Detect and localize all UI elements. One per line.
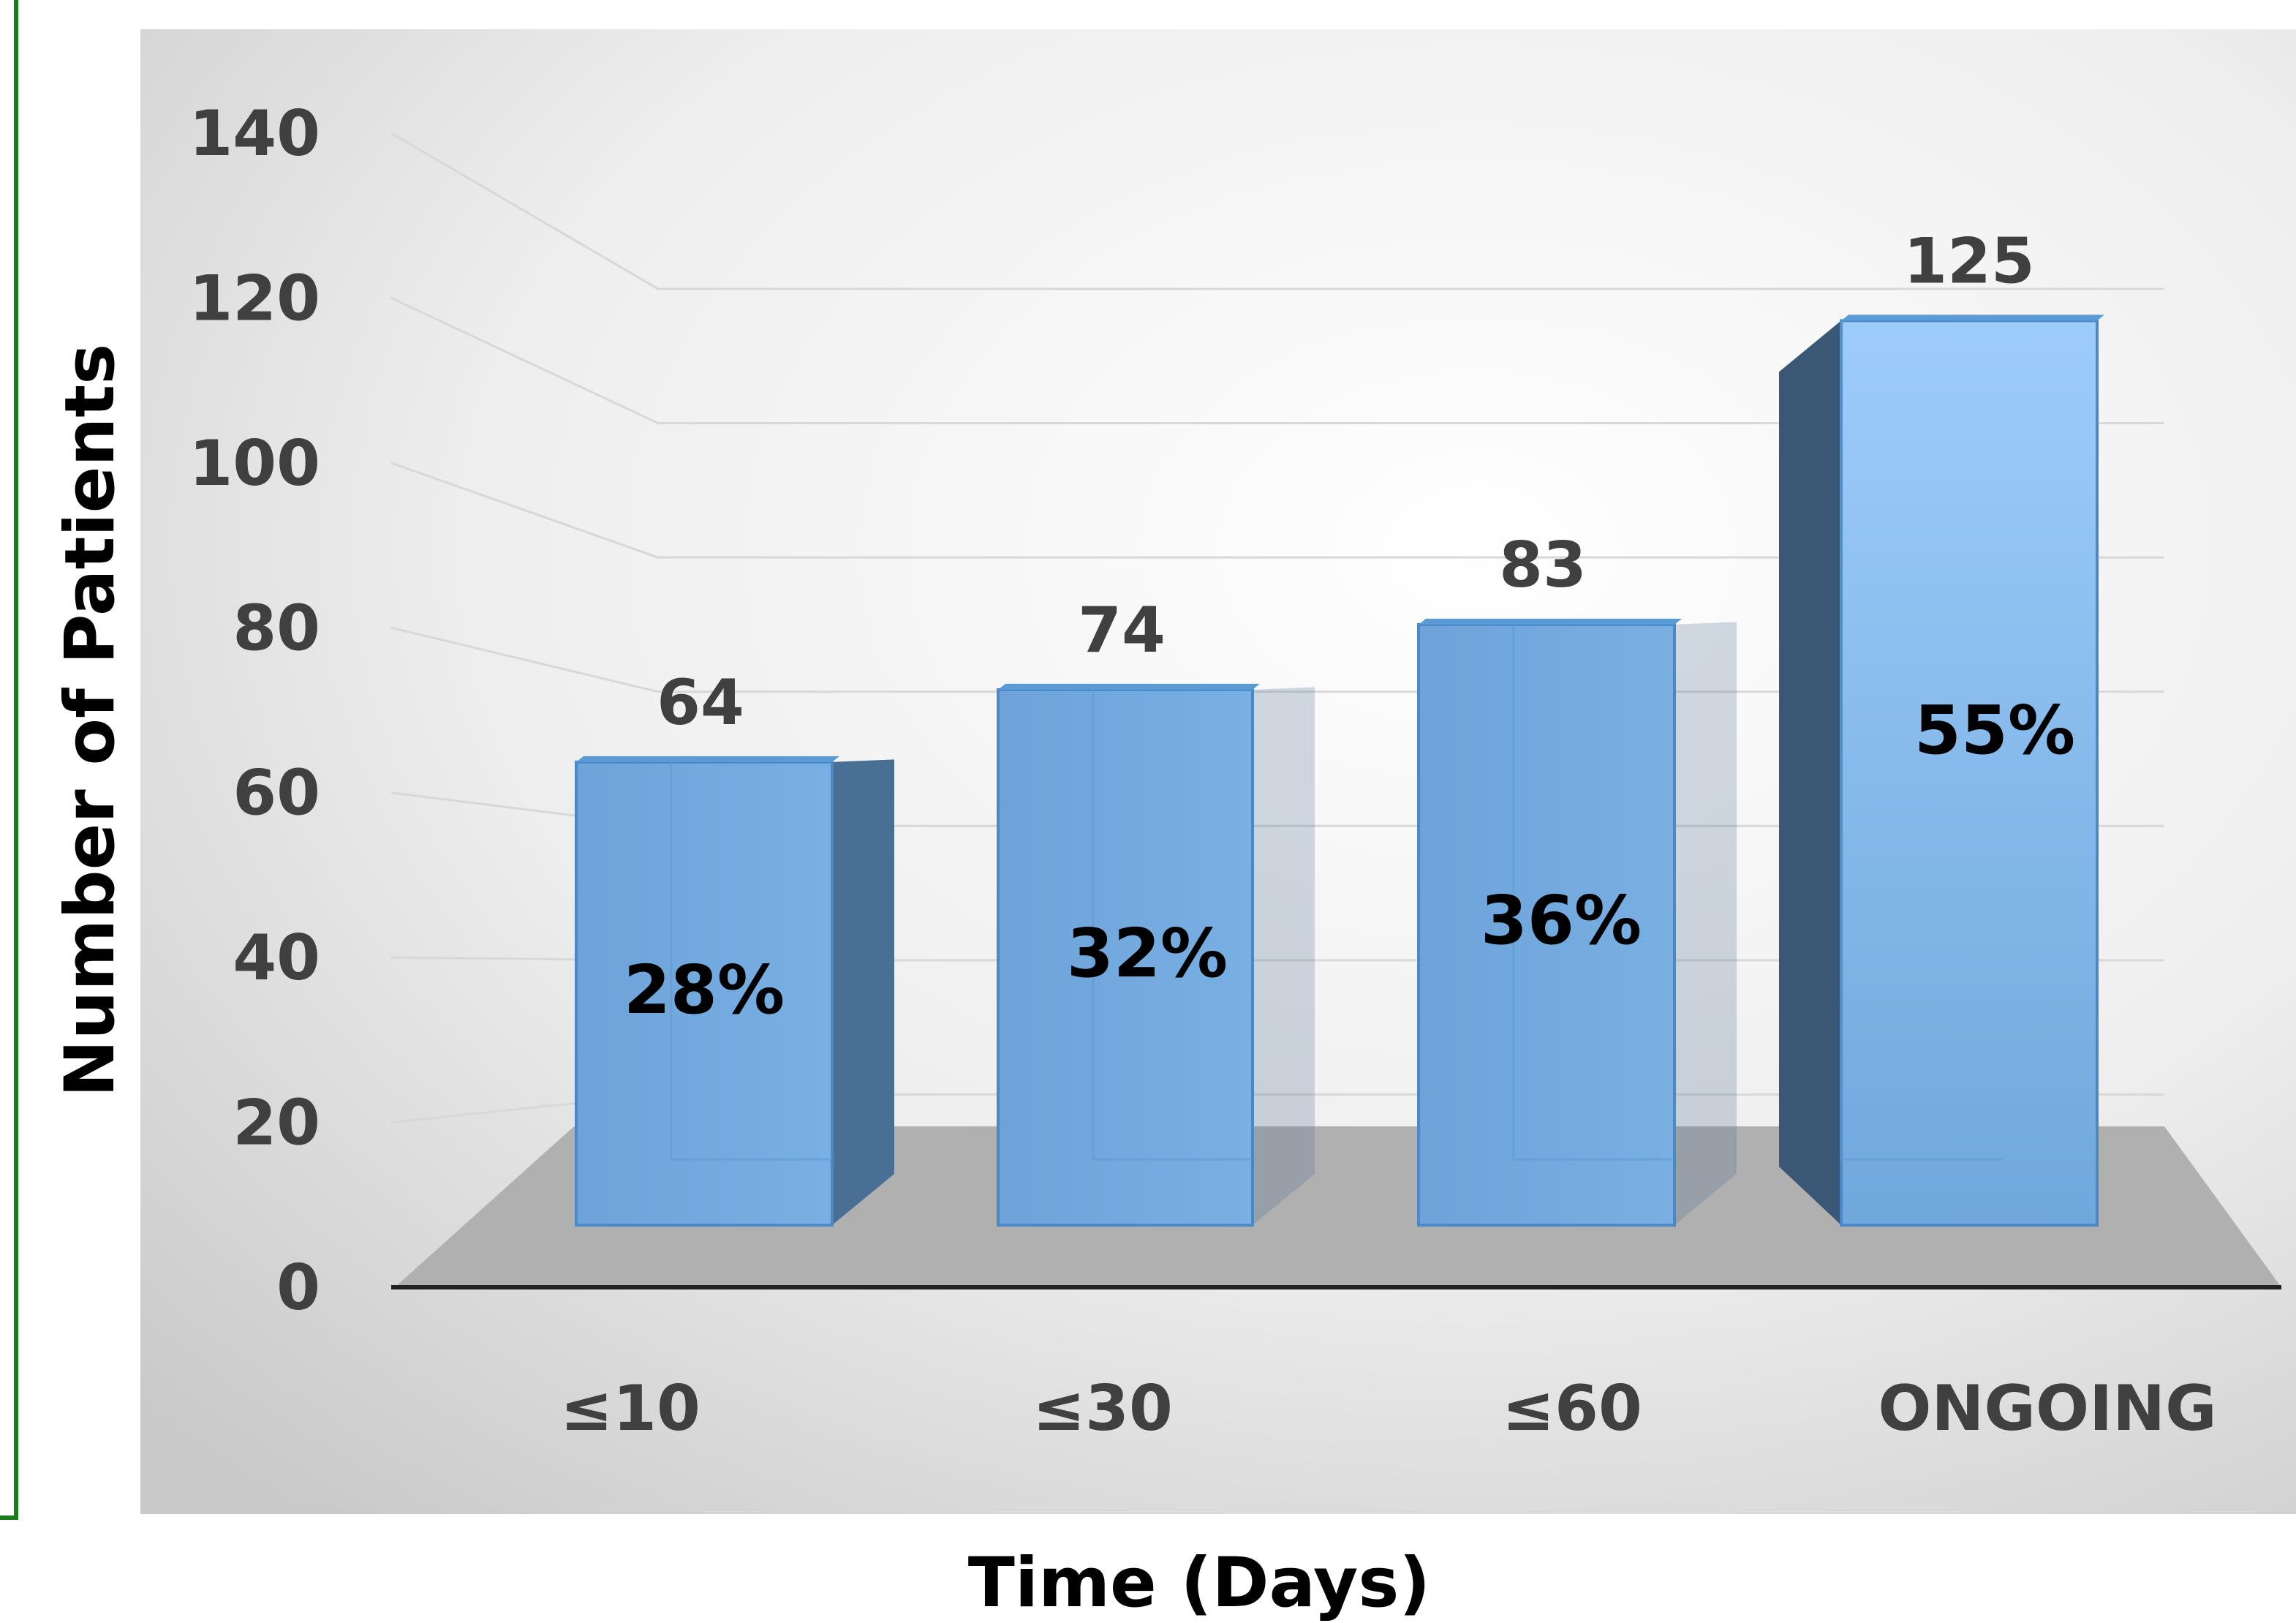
y-tick-label: 60 (233, 757, 320, 830)
y-tick-label: 80 (233, 592, 320, 665)
bar-edge (1840, 320, 2002, 1161)
y-tick-label: 120 (189, 262, 320, 335)
gridline (390, 132, 2164, 290)
y-tick-label: 0 (276, 1251, 320, 1325)
bar-side (1674, 622, 1737, 1225)
x-axis-title: Time (Days) (968, 1543, 1430, 1623)
bar-side (832, 759, 894, 1225)
bar: 74 32% (997, 594, 1315, 1227)
percent-label: 36% (1481, 881, 1642, 960)
y-tick-label: 140 (189, 97, 320, 170)
x-tick-label: ≤10 (560, 1372, 700, 1445)
bar-edge (1512, 624, 1674, 1161)
bar-front (1840, 319, 2099, 1227)
x-tick-label: ONGOING (1878, 1372, 2216, 1445)
percent-label: 28% (624, 951, 785, 1029)
bar-side (1253, 687, 1315, 1225)
value-label: 74 (1078, 594, 1166, 667)
bars: 64 28% 74 32% 83 36% 125 55% (575, 225, 2104, 1227)
bar: 83 36% (1417, 529, 1737, 1227)
bar-top (576, 756, 839, 762)
bar-side (1779, 320, 1841, 1226)
percent-label: 55% (1914, 691, 2075, 769)
bar-edge (1092, 689, 1253, 1161)
bar-front (575, 760, 834, 1227)
bar-front (1417, 622, 1676, 1227)
bar-front (997, 688, 1254, 1227)
value-label: 64 (657, 666, 744, 739)
bar: 125 55% (1779, 225, 2104, 1227)
percent-label: 32% (1067, 914, 1228, 993)
y-axis-title: Number of Patients (50, 344, 130, 1097)
gridline (390, 297, 2164, 425)
bar-top (1841, 315, 2104, 321)
y-tick-label: 40 (233, 922, 320, 995)
y-axis-ticks: 0 20 40 60 80 100 120 140 (189, 97, 320, 1325)
x-tick-label: ≤60 (1502, 1372, 1642, 1445)
value-label: 83 (1499, 529, 1587, 602)
x-axis-ticks: ≤10 ≤30 ≤60 ONGOING (560, 1372, 2217, 1445)
bar-top (1419, 618, 1682, 625)
y-tick-label: 20 (233, 1087, 320, 1160)
y-tick-label: 100 (189, 427, 320, 500)
bar-top (998, 683, 1260, 690)
green-frame (0, 0, 18, 1520)
bar-edge (670, 761, 832, 1161)
x-tick-label: ≤30 (1032, 1372, 1173, 1445)
bar: 64 28% (575, 666, 894, 1227)
gridline (390, 462, 2164, 559)
value-label: 125 (1903, 225, 2035, 298)
